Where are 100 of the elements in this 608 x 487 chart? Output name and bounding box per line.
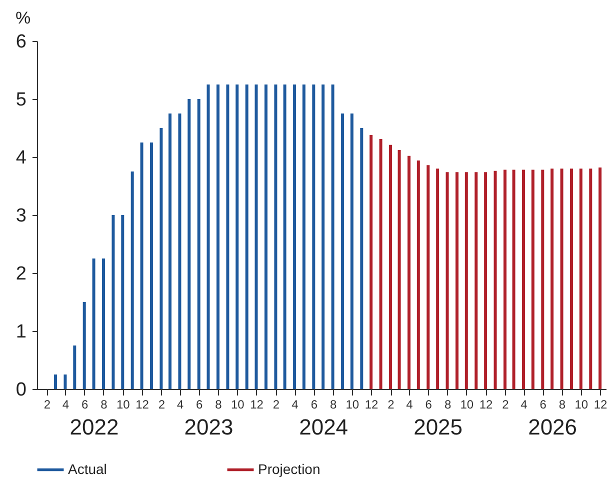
x-tick-label: 2: [44, 398, 51, 412]
x-tick-label: 10: [574, 398, 588, 412]
x-tick-label: 6: [196, 398, 204, 412]
bar: [302, 84, 306, 389]
bar: [436, 168, 440, 389]
bar: [579, 168, 582, 389]
bar: [484, 172, 488, 389]
x-tick-label: 8: [558, 398, 566, 412]
bar: [264, 84, 268, 389]
x-tick-label: 6: [310, 398, 318, 412]
bar: [130, 172, 134, 389]
bar: [522, 170, 526, 389]
bar: [254, 84, 258, 389]
y-tick-label: 3: [16, 206, 26, 226]
x-tick-label: 12: [479, 398, 494, 412]
x-tick-label: 2: [158, 398, 166, 412]
bar: [379, 139, 382, 389]
x-tick-label: 6: [425, 398, 432, 412]
bar: [531, 170, 534, 389]
x-tick-label: 6: [540, 398, 547, 412]
x-tick-label: 4: [520, 398, 528, 412]
bar: [589, 168, 592, 389]
bar: [121, 215, 124, 389]
bar: [188, 99, 191, 389]
x-tick-label: 10: [116, 398, 130, 412]
bar: [73, 346, 76, 389]
x2-tick-label: 2022: [70, 414, 119, 440]
x-tick-label: 4: [292, 398, 299, 412]
x-tick-label: 2: [272, 398, 280, 412]
x-tick-label: 12: [364, 398, 379, 412]
x-tick-label: 10: [230, 398, 245, 412]
x2-tick-label: 2023: [184, 414, 234, 440]
legend-label: Actual: [68, 460, 107, 477]
x-tick-label: 2: [502, 398, 510, 412]
bar: [331, 84, 334, 389]
bar: [283, 84, 286, 389]
x-tick-label: 10: [346, 398, 360, 412]
x-tick-label: 10: [460, 398, 474, 412]
x2-tick-label: 2024: [299, 414, 348, 440]
bar: [226, 84, 230, 389]
y-axis-title: %: [16, 8, 31, 28]
bar: [408, 156, 411, 389]
bar: [464, 172, 468, 389]
bar: [140, 142, 144, 389]
x-tick-label: 4: [406, 398, 414, 412]
x-tick-label: 12: [594, 398, 608, 412]
x-tick-label: 12: [136, 398, 150, 412]
y-tick-label: 0: [16, 380, 26, 400]
y-tick-label: 5: [16, 90, 26, 110]
bar: [245, 84, 248, 389]
bar: [178, 114, 182, 389]
bar: [102, 258, 105, 389]
y-tick-label: 2: [16, 264, 26, 284]
x-tick-label: 8: [215, 398, 222, 412]
x-tick-label: 4: [62, 398, 70, 412]
bar: [398, 150, 401, 389]
y-tick-label: 1: [16, 322, 26, 342]
bar: [112, 215, 115, 389]
bar: [82, 302, 86, 389]
bar: [389, 144, 392, 389]
bar: [456, 172, 459, 389]
bar: [350, 114, 354, 389]
bar: [160, 128, 163, 389]
bar: [598, 167, 602, 389]
x-tick-label: 12: [250, 398, 264, 412]
bar: [236, 84, 239, 389]
bar: [512, 170, 516, 389]
bar: [426, 165, 430, 389]
x-tick-label: 8: [330, 398, 337, 412]
x2-tick-label: 2026: [528, 414, 578, 440]
bar: [570, 168, 573, 389]
bar: [474, 172, 478, 389]
bar: [312, 84, 316, 389]
x-tick-label: 8: [444, 398, 452, 412]
bar: [370, 134, 373, 389]
bar: [54, 374, 58, 389]
bar: [360, 128, 364, 389]
bar: [293, 84, 296, 389]
bar: [446, 172, 449, 389]
bar: [560, 168, 564, 389]
y-tick-label: 4: [16, 148, 27, 168]
bar: [494, 170, 497, 389]
x-tick-label: 6: [82, 398, 89, 412]
bar: [541, 170, 544, 389]
bar: [322, 84, 325, 389]
bar: [504, 170, 506, 389]
x2-tick-label: 2025: [414, 414, 463, 440]
x-tick-label: 4: [176, 398, 184, 412]
bar: [197, 99, 200, 389]
x-tick-label: 2: [388, 398, 395, 412]
x-tick-label: 8: [100, 398, 108, 412]
bar: [168, 114, 172, 389]
bar: [216, 84, 220, 389]
y-tick-label: 6: [16, 32, 26, 52]
bar: [416, 160, 420, 389]
bar: [550, 168, 554, 389]
bar: [341, 114, 344, 389]
legend-label: Projection: [258, 460, 320, 477]
bar: [64, 374, 67, 389]
bar: [92, 258, 96, 389]
